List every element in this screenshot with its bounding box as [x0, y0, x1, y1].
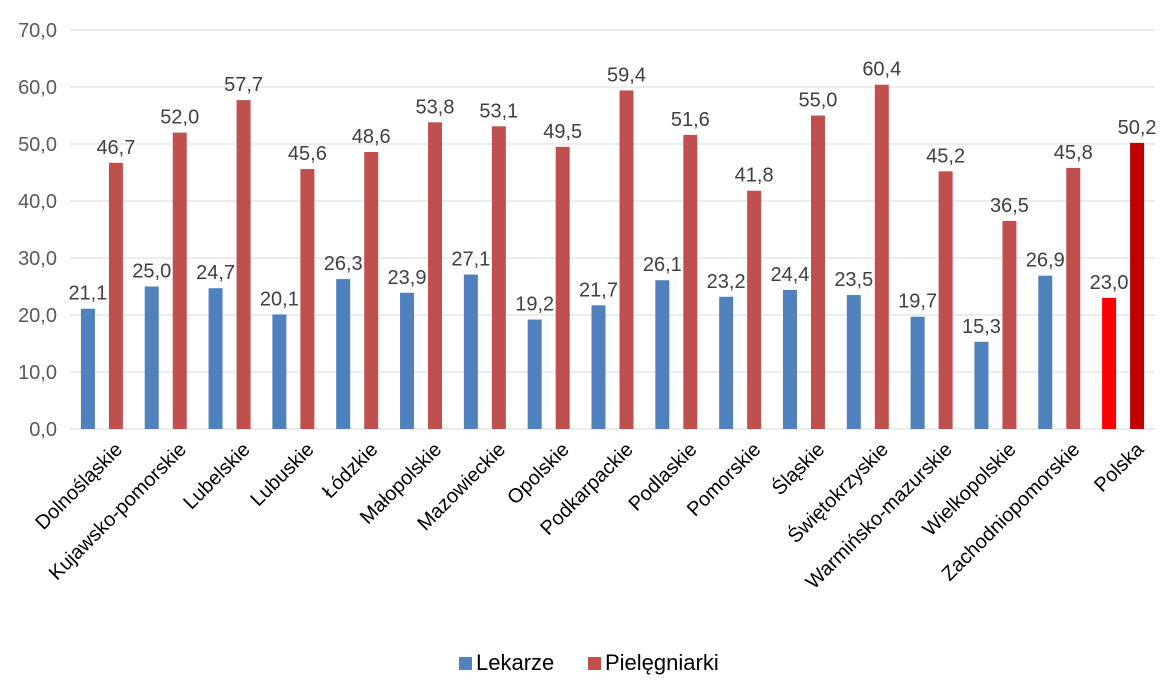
x-tick-label-polska: Polska: [1090, 438, 1149, 497]
bar-pielegniarki-swietokrzyskie: [874, 84, 889, 429]
data-label-pielegniarki-opolskie: 49,5: [543, 121, 582, 143]
x-axis-labels: DolnośląskieKujawsko-pomorskieLubelskieL…: [31, 437, 1149, 593]
data-label-lekarze-pomorskie: 23,2: [707, 271, 746, 293]
data-label-lekarze-malopolskie: 23,9: [388, 267, 427, 289]
data-label-pielegniarki-lubuskie: 45,6: [288, 143, 327, 165]
data-label-pielegniarki-kujawsko-pomorskie: 52,0: [160, 107, 199, 129]
bar-pielegniarki-slaskie: [810, 115, 825, 429]
legend-swatch-lekarze: [459, 657, 472, 670]
bar-pielegniarki-zachodniopomorskie: [1066, 167, 1081, 429]
bar-lekarze-podkarpackie: [591, 305, 606, 429]
data-label-lekarze-podkarpackie: 21,7: [579, 279, 618, 301]
bar-pielegniarki-warminsko-mazurskie: [938, 171, 953, 430]
bar-pielegniarki-podkarpackie: [619, 90, 634, 430]
bar-pielegniarki-polska: [1130, 142, 1145, 430]
data-label-lekarze-swietokrzyskie: 23,5: [834, 269, 873, 291]
bar-pielegniarki-pomorskie: [747, 190, 762, 429]
x-tick-label-slaskie: Śląskie: [767, 437, 830, 500]
data-label-lekarze-wielkopolskie: 15,3: [962, 316, 1001, 338]
bar-lekarze-lodzkie: [336, 279, 351, 429]
data-label-lekarze-lubuskie: 20,1: [260, 288, 299, 310]
bar-lekarze-kujawsko-pomorskie: [144, 286, 159, 429]
y-tick-label: 20,0: [18, 305, 57, 327]
bar-pielegniarki-lubuskie: [300, 169, 315, 429]
bar-pielegniarki-dolnoslaskie: [108, 162, 123, 429]
y-tick-label: 10,0: [18, 362, 57, 384]
y-tick-label: 50,0: [18, 134, 57, 156]
data-label-pielegniarki-lodzkie: 48,6: [352, 126, 391, 148]
legend: Lekarze Pielęgniarki: [459, 650, 719, 675]
x-tick-label-lubelskie: Lubelskie: [179, 439, 254, 514]
data-label-pielegniarki-malopolskie: 53,8: [416, 96, 455, 118]
data-label-pielegniarki-dolnoslaskie: 46,7: [96, 137, 135, 159]
data-label-lekarze-lubelskie: 24,7: [196, 262, 235, 284]
y-axis-ticks: 0,0 10,0 20,0 30,0 40,0 50,0 60,0 70,0: [18, 20, 57, 441]
data-label-pielegniarki-warminsko-mazurskie: 45,2: [926, 145, 965, 167]
data-label-pielegniarki-pomorskie: 41,8: [735, 165, 774, 187]
bar-lekarze-opolskie: [527, 319, 542, 429]
y-tick-label: 60,0: [18, 77, 57, 99]
bars: [80, 84, 1145, 430]
bar-lekarze-zachodniopomorskie: [1038, 275, 1053, 429]
data-label-lekarze-dolnoslaskie: 21,1: [68, 283, 107, 305]
bar-pielegniarki-wielkopolskie: [1002, 220, 1017, 429]
data-label-lekarze-warminsko-mazurskie: 19,7: [898, 291, 937, 313]
data-label-pielegniarki-podlaskie: 51,6: [671, 109, 710, 131]
bar-pielegniarki-kujawsko-pomorskie: [172, 132, 187, 429]
gridlines: [70, 29, 1155, 430]
bar-lekarze-lubelskie: [208, 288, 223, 429]
data-label-lekarze-slaskie: 24,4: [771, 264, 810, 286]
data-label-lekarze-podlaskie: 26,1: [643, 254, 682, 276]
legend-swatch-pielegniarki: [588, 657, 601, 670]
bar-pielegniarki-lodzkie: [364, 151, 379, 430]
bar-lekarze-malopolskie: [400, 292, 415, 429]
data-label-pielegniarki-podkarpackie: 59,4: [607, 64, 646, 86]
bar-pielegniarki-malopolskie: [428, 122, 443, 429]
legend-label-pielegniarki: Pielęgniarki: [605, 650, 719, 675]
data-labels: 21,1 46,7 25,0 52,0 24,7 57,7 20,1 45,6 26,3 48,6…: [68, 59, 1156, 338]
bar-lekarze-swietokrzyskie: [846, 295, 861, 429]
bar-lekarze-warminsko-mazurskie: [910, 316, 925, 429]
data-label-pielegniarki-lubelskie: 57,7: [224, 74, 263, 96]
y-tick-label: 0,0: [29, 419, 57, 441]
data-label-lekarze-lodzkie: 26,3: [324, 253, 363, 275]
y-tick-label: 70,0: [18, 20, 57, 42]
bar-pielegniarki-lubelskie: [236, 100, 251, 430]
bar-lekarze-podlaskie: [655, 280, 670, 429]
data-label-lekarze-mazowieckie: 27,1: [451, 249, 490, 271]
bar-lekarze-slaskie: [782, 289, 797, 429]
data-label-pielegniarki-mazowieckie: 53,1: [479, 100, 518, 122]
bar-lekarze-lubuskie: [272, 314, 287, 429]
data-label-lekarze-polska: 23,0: [1090, 272, 1129, 294]
bar-lekarze-mazowieckie: [463, 274, 478, 429]
bar-pielegniarki-opolskie: [555, 146, 570, 429]
y-tick-label: 40,0: [18, 191, 57, 213]
data-label-pielegniarki-slaskie: 55,0: [799, 90, 838, 112]
x-tick-label-lubuskie: Lubuskie: [246, 439, 318, 511]
bar-pielegniarki-podlaskie: [683, 134, 698, 429]
bar-lekarze-wielkopolskie: [974, 341, 989, 429]
data-label-pielegniarki-zachodniopomorskie: 45,8: [1054, 142, 1093, 164]
data-label-pielegniarki-swietokrzyskie: 60,4: [862, 59, 901, 81]
data-label-pielegniarki-wielkopolskie: 36,5: [990, 195, 1029, 217]
data-label-lekarze-kujawsko-pomorskie: 25,0: [132, 261, 171, 283]
data-label-lekarze-zachodniopomorskie: 26,9: [1026, 250, 1065, 272]
bar-pielegniarki-mazowieckie: [491, 126, 506, 429]
bar-lekarze-dolnoslaskie: [80, 308, 95, 429]
bar-lekarze-polska: [1102, 297, 1117, 429]
legend-label-lekarze: Lekarze: [476, 650, 554, 675]
data-label-lekarze-opolskie: 19,2: [515, 294, 554, 316]
data-label-pielegniarki-polska: 50,2: [1118, 117, 1157, 139]
x-tick-label-lodzkie: Łódzkie: [318, 439, 382, 503]
y-tick-label: 30,0: [18, 248, 57, 270]
bar-lekarze-pomorskie: [719, 296, 734, 429]
